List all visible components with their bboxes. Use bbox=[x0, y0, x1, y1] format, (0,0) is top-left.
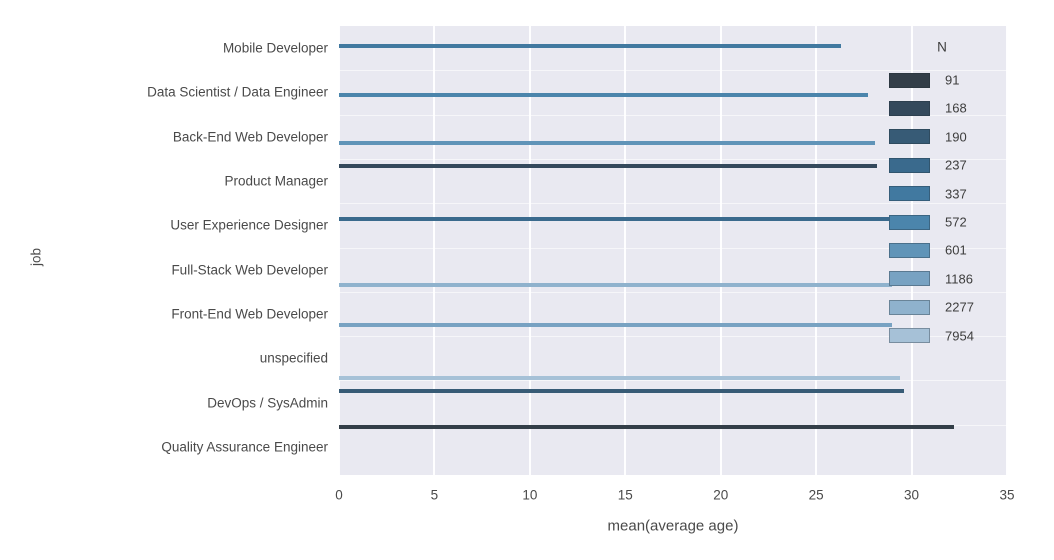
category-label: User Experience Designer bbox=[170, 217, 328, 233]
category-label: Product Manager bbox=[224, 173, 328, 189]
gridline-y-band bbox=[339, 291, 1007, 293]
bar-mobile-developer bbox=[339, 43, 841, 48]
bar-unspecified bbox=[339, 376, 901, 381]
legend-label: 7954 bbox=[945, 328, 974, 344]
legend-label: 601 bbox=[945, 242, 967, 258]
bar-front-end-web-developer bbox=[339, 323, 893, 328]
bar-back-end-web-developer bbox=[339, 141, 876, 146]
legend-swatch-601 bbox=[889, 242, 930, 258]
category-label: Full-Stack Web Developer bbox=[171, 262, 328, 278]
legend-label: 1186 bbox=[945, 271, 973, 287]
legend-title: N bbox=[937, 39, 947, 55]
gridline-y-band bbox=[339, 336, 1007, 338]
legend-label: 337 bbox=[945, 186, 967, 202]
gridline-x-0 bbox=[338, 26, 340, 475]
legend-label: 190 bbox=[945, 129, 967, 145]
legend-label: 572 bbox=[945, 214, 967, 230]
gridline-x-35 bbox=[1006, 26, 1008, 475]
legend-swatch-168 bbox=[889, 100, 930, 116]
category-label: DevOps / SysAdmin bbox=[207, 395, 328, 411]
x-tick-label: 10 bbox=[522, 487, 538, 503]
gridline-y-band bbox=[339, 70, 1007, 72]
gridline-y-band bbox=[339, 247, 1007, 249]
x-tick-label: 0 bbox=[335, 487, 343, 503]
legend-swatch-190 bbox=[889, 129, 930, 145]
legend-swatch-2277 bbox=[889, 299, 930, 315]
legend-label: 91 bbox=[945, 72, 960, 88]
category-label: unspecified bbox=[259, 350, 328, 366]
category-label: Data Scientist / Data Engineer bbox=[147, 84, 328, 100]
bar-user-experience-designer bbox=[339, 216, 891, 221]
x-tick-label: 35 bbox=[999, 487, 1015, 503]
gridline-x-10 bbox=[528, 26, 531, 475]
gridline-x-25 bbox=[815, 26, 818, 475]
x-tick-label: 20 bbox=[713, 487, 729, 503]
legend-swatch-237 bbox=[889, 157, 930, 173]
x-tick-label: 15 bbox=[617, 487, 633, 503]
legend-swatch-7954 bbox=[889, 328, 930, 344]
gridline-y-band bbox=[339, 114, 1007, 116]
x-tick-label: 25 bbox=[808, 487, 824, 503]
legend-label: 168 bbox=[945, 100, 967, 116]
legend-swatch-337 bbox=[889, 186, 930, 202]
y-axis-title: job bbox=[28, 247, 44, 267]
bar-full-stack-web-developer bbox=[339, 283, 893, 288]
gridline-x-15 bbox=[624, 26, 627, 475]
legend-swatch-1186 bbox=[889, 271, 930, 287]
gridline-y-band bbox=[339, 158, 1007, 160]
category-label: Back-End Web Developer bbox=[172, 129, 328, 145]
legend-label: 237 bbox=[945, 157, 967, 173]
legend-swatch-91 bbox=[889, 72, 930, 88]
category-label: Quality Assurance Engineer bbox=[161, 439, 328, 455]
gridline-y-band bbox=[339, 380, 1007, 382]
gridline-x-5 bbox=[433, 26, 436, 475]
x-tick-label: 5 bbox=[430, 487, 439, 503]
bar-product-manager bbox=[339, 163, 878, 168]
category-label: Front-End Web Developer bbox=[171, 306, 328, 322]
legend-label: 2277 bbox=[945, 299, 974, 315]
gridline-x-20 bbox=[719, 26, 722, 475]
bar-data-scientist-data-engineer bbox=[339, 92, 868, 97]
gridline-y-band bbox=[339, 203, 1007, 205]
category-label: Mobile Developer bbox=[222, 40, 328, 56]
x-axis-title: mean(average age) bbox=[607, 517, 739, 535]
bar-devops-sysadmin bbox=[339, 389, 904, 394]
bar-quality-assurance-engineer bbox=[339, 424, 954, 429]
x-tick-label: 30 bbox=[904, 487, 920, 503]
legend-swatch-572 bbox=[889, 214, 930, 230]
